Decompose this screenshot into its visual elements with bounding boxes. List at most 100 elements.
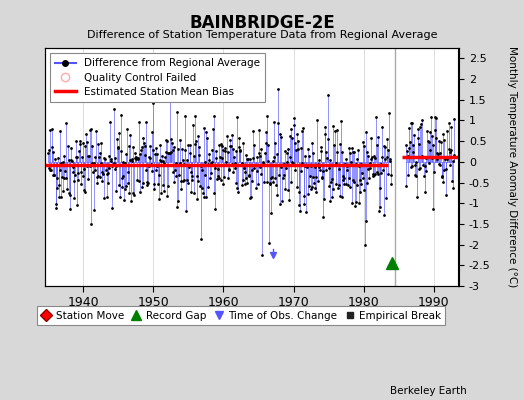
Point (310, 180, 318, 186)
Point (387, 181, 396, 187)
Point (218, 143, 226, 150)
Point (260, 161, 269, 167)
Point (55, 194, 63, 200)
Point (340, 181, 348, 188)
Point (47, 126, 56, 132)
Point (101, 162, 110, 168)
Point (274, 86, 282, 92)
Point (195, 152, 203, 158)
Point (169, 169, 177, 175)
Point (132, 156, 140, 162)
Point (444, 146, 453, 152)
Point (121, 160, 129, 166)
Point (272, 182, 280, 188)
Point (92, 128, 100, 134)
Point (123, 126, 131, 133)
Legend: Station Move, Record Gap, Time of Obs. Change, Empirical Break: Station Move, Record Gap, Time of Obs. C… (37, 306, 445, 325)
Point (280, 172, 288, 178)
Point (66, 206, 74, 212)
Point (409, 142, 418, 148)
Point (112, 162, 120, 169)
Point (446, 162, 454, 168)
Point (201, 172, 209, 178)
Point (221, 148, 230, 154)
Point (302, 208, 311, 215)
Point (418, 116, 427, 123)
Point (337, 118, 345, 124)
Point (314, 157, 323, 163)
Point (433, 149, 442, 156)
Point (80, 166, 88, 172)
Point (212, 155, 221, 162)
Point (315, 164, 323, 170)
Point (82, 131, 90, 137)
Point (128, 144, 137, 150)
Point (234, 135, 243, 142)
Point (257, 171, 266, 177)
Point (449, 158, 457, 164)
Point (301, 163, 309, 169)
Point (126, 132, 135, 138)
Point (384, 171, 392, 177)
Point (332, 160, 340, 166)
Point (90, 207, 99, 213)
Point (49, 172, 57, 179)
Point (266, 181, 275, 187)
Point (221, 144, 229, 151)
Point (333, 127, 341, 133)
Point (405, 145, 413, 151)
Point (271, 140, 279, 146)
Point (119, 173, 128, 179)
Point (140, 140, 148, 146)
Point (131, 155, 139, 161)
Point (320, 130, 329, 137)
Point (44, 150, 52, 157)
Point (207, 170, 215, 177)
Point (145, 154, 154, 160)
Point (215, 175, 223, 181)
Point (54, 182, 63, 188)
Point (155, 196, 163, 202)
Point (287, 178, 295, 185)
Point (178, 178, 187, 184)
Point (201, 158, 210, 165)
Point (420, 172, 428, 179)
Point (47, 167, 55, 173)
Text: Berkeley Earth: Berkeley Earth (390, 386, 466, 396)
Point (267, 175, 275, 182)
Point (330, 142, 338, 148)
Point (108, 205, 116, 212)
Point (86, 162, 94, 169)
Point (439, 179, 447, 186)
Point (258, 252, 266, 258)
Point (337, 193, 346, 200)
Point (294, 202, 303, 208)
Point (132, 154, 140, 160)
Point (216, 153, 224, 160)
Point (176, 160, 184, 166)
Point (52, 174, 61, 181)
Point (127, 157, 136, 164)
Point (153, 163, 161, 170)
Point (330, 162, 339, 168)
Point (228, 146, 237, 152)
Point (209, 126, 217, 132)
Point (62, 119, 70, 126)
Point (319, 168, 327, 174)
Point (203, 135, 211, 142)
Point (292, 130, 301, 137)
Point (75, 148, 83, 154)
Point (95, 154, 103, 160)
Point (190, 190, 199, 197)
Point (219, 180, 227, 187)
Point (156, 157, 165, 163)
Point (167, 136, 176, 142)
Point (343, 167, 352, 173)
Point (224, 149, 232, 156)
Point (434, 161, 443, 168)
Point (177, 186, 185, 192)
Point (117, 112, 125, 118)
Point (345, 144, 353, 151)
Point (136, 151, 144, 157)
Legend: Difference from Regional Average, Quality Control Failed, Estimated Station Mean: Difference from Regional Average, Qualit… (50, 53, 265, 102)
